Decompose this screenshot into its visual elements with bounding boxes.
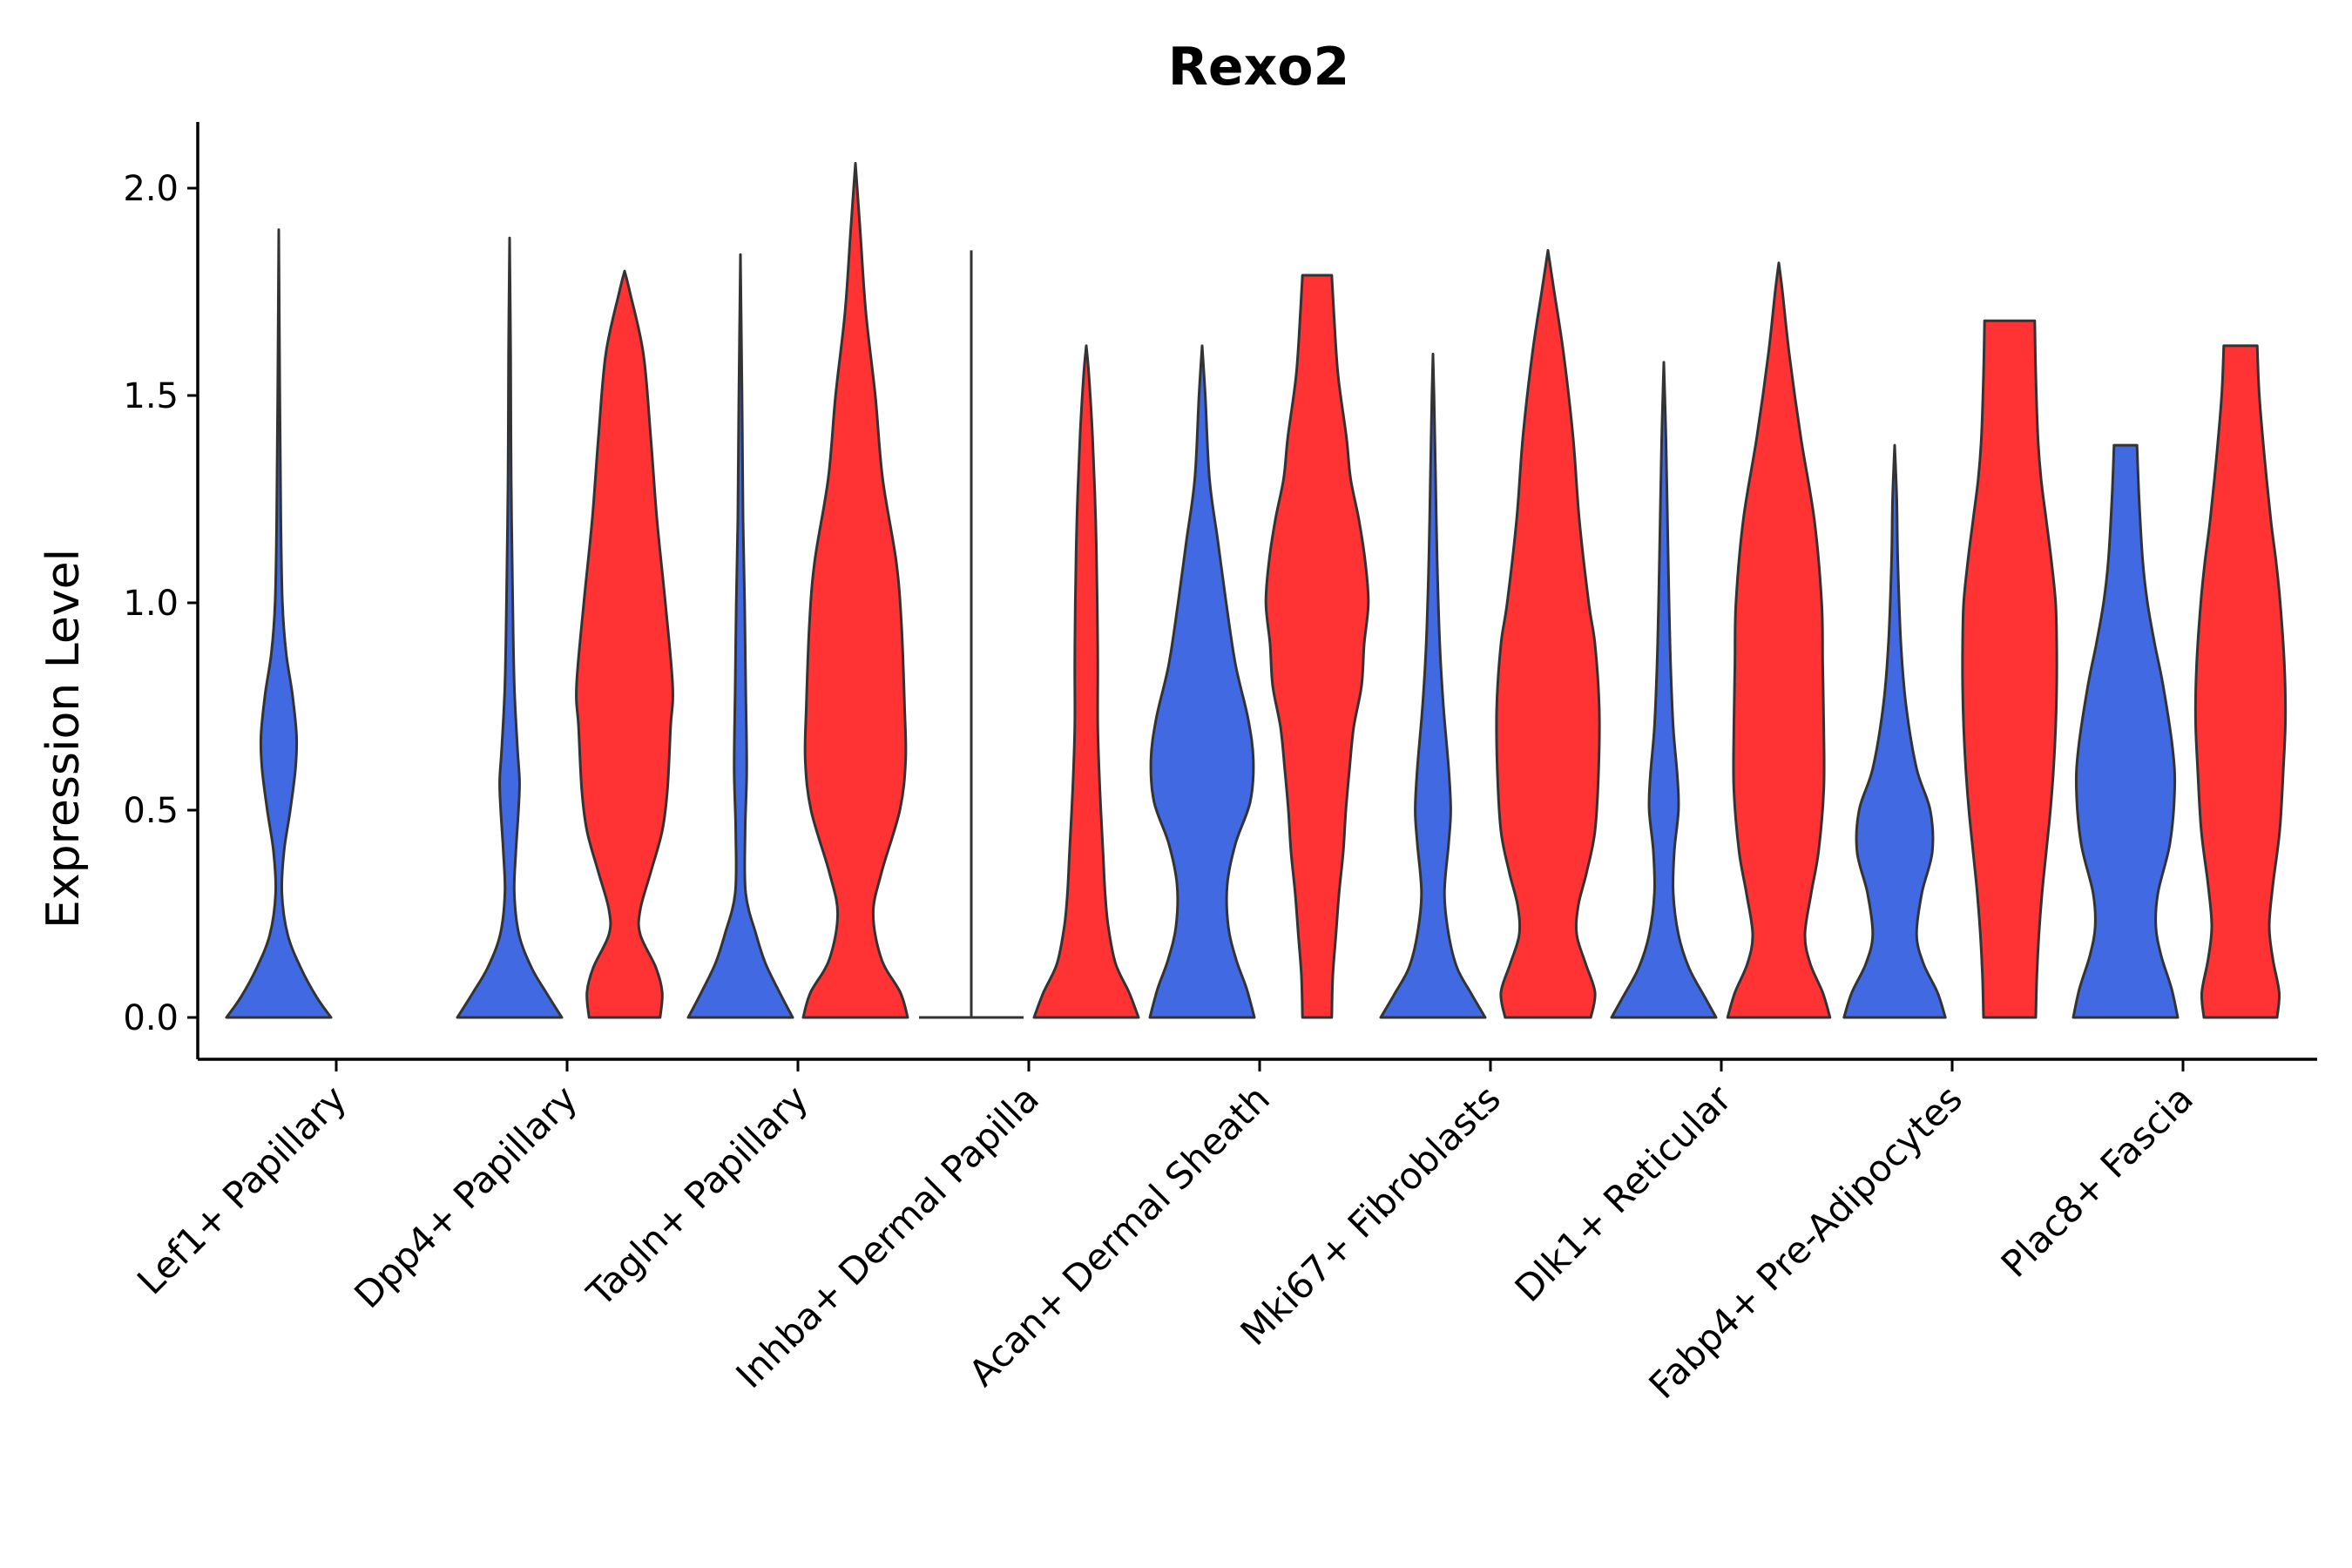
y-axis-label: Expression Level bbox=[37, 549, 90, 929]
y-tick-label: 0.0 bbox=[123, 998, 179, 1038]
y-axis: 0.0 0.5 1.0 1.5 2.0 bbox=[123, 122, 199, 1059]
violin-16-blue bbox=[2072, 443, 2180, 1019]
violin-13-red bbox=[1726, 261, 1832, 1019]
violin-9-red bbox=[1264, 274, 1370, 1019]
x-tick-label: Mki67+ Fibroblasts bbox=[1233, 1077, 1509, 1353]
violin-15-red bbox=[1961, 319, 2058, 1019]
x-tick-label: Lef1+ Papillary bbox=[129, 1077, 355, 1302]
y-tick-label: 1.0 bbox=[123, 584, 179, 624]
violin-10-blue bbox=[1379, 352, 1487, 1019]
violin-14-blue bbox=[1842, 443, 1947, 1019]
violin-11-red bbox=[1495, 248, 1601, 1019]
violin-2-blue bbox=[456, 236, 564, 1019]
y-tick-label: 2.0 bbox=[123, 169, 179, 209]
violin-4-blue bbox=[686, 253, 794, 1019]
violin-1-blue bbox=[225, 228, 333, 1019]
violin-8-blue bbox=[1148, 344, 1256, 1019]
violin-17-red bbox=[2193, 344, 2288, 1019]
chart-title: Rexo2 bbox=[1168, 37, 1350, 98]
x-tick-label: Dpp4+ Papillary bbox=[346, 1077, 585, 1316]
violin-5-red bbox=[801, 161, 909, 1019]
y-tick-label: 1.5 bbox=[123, 376, 179, 416]
x-tick-label: Dlk1+ Reticular bbox=[1507, 1077, 1740, 1310]
x-tick-label: Tagln+ Papillary bbox=[578, 1077, 816, 1315]
y-tick-label: 0.5 bbox=[123, 791, 179, 831]
violin-12-blue bbox=[1610, 361, 1718, 1019]
x-tick-label: Plac8+ Fascia bbox=[1993, 1077, 2201, 1285]
violins bbox=[225, 161, 2288, 1019]
violin-7-red bbox=[1032, 344, 1140, 1019]
violin-3-red bbox=[575, 269, 674, 1019]
